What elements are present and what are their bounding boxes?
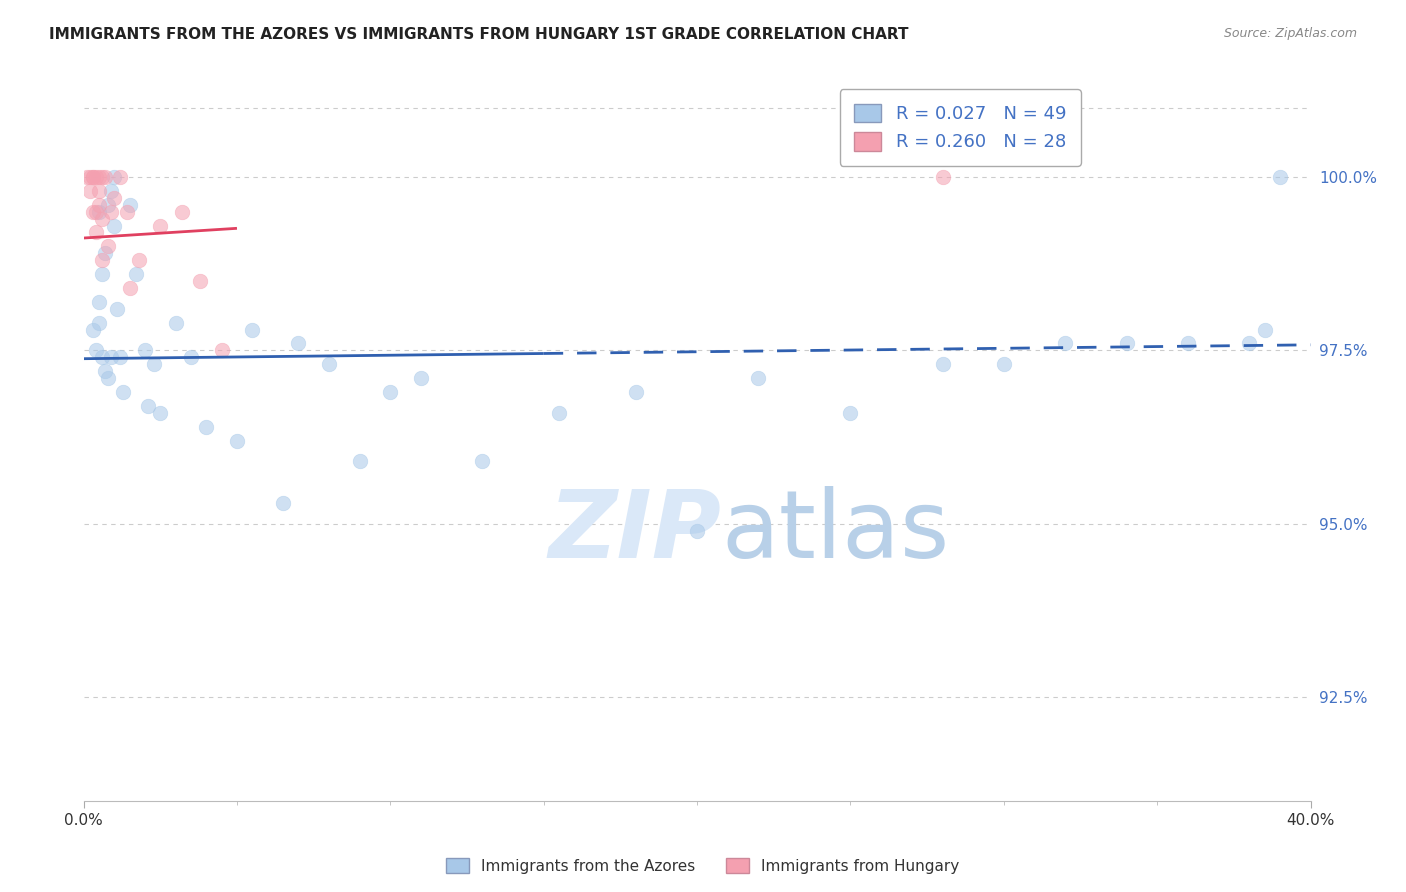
Point — [97, 371, 120, 385]
Point — [1054, 336, 1077, 351]
Point — [94, 364, 117, 378]
Point — [125, 267, 148, 281]
Legend: Immigrants from the Azores, Immigrants from Hungary: Immigrants from the Azores, Immigrants f… — [440, 852, 966, 880]
Point — [97, 239, 120, 253]
Point — [100, 204, 122, 219]
Point — [84, 343, 107, 358]
Point — [839, 406, 862, 420]
Point — [134, 343, 156, 358]
Point — [91, 169, 114, 184]
Point — [94, 169, 117, 184]
Point — [149, 219, 172, 233]
Point — [100, 351, 122, 365]
Point — [115, 204, 138, 219]
Point — [84, 169, 107, 184]
Point — [1268, 169, 1291, 184]
Point — [100, 184, 122, 198]
Point — [287, 336, 309, 351]
Point — [103, 169, 125, 184]
Point — [128, 253, 150, 268]
Point — [103, 219, 125, 233]
Point — [79, 184, 101, 198]
Point — [82, 204, 104, 219]
Text: IMMIGRANTS FROM THE AZORES VS IMMIGRANTS FROM HUNGARY 1ST GRADE CORRELATION CHAR: IMMIGRANTS FROM THE AZORES VS IMMIGRANTS… — [49, 27, 908, 42]
Point — [180, 351, 202, 365]
Point — [118, 281, 141, 295]
Point — [226, 434, 249, 448]
Point — [87, 169, 110, 184]
Point — [76, 169, 98, 184]
Point — [91, 267, 114, 281]
Point — [82, 322, 104, 336]
Point — [548, 406, 571, 420]
Text: ZIP: ZIP — [548, 486, 721, 578]
Point — [82, 169, 104, 184]
Point — [82, 169, 104, 184]
Point — [84, 226, 107, 240]
Text: Source: ZipAtlas.com: Source: ZipAtlas.com — [1223, 27, 1357, 40]
Point — [97, 198, 120, 212]
Point — [87, 198, 110, 212]
Point — [110, 351, 132, 365]
Point — [118, 198, 141, 212]
Point — [1253, 322, 1275, 336]
Point — [188, 274, 211, 288]
Point — [149, 406, 172, 420]
Point — [211, 343, 233, 358]
Point — [91, 351, 114, 365]
Point — [87, 184, 110, 198]
Point — [271, 496, 294, 510]
Point — [165, 316, 187, 330]
Point — [103, 191, 125, 205]
Point — [1239, 336, 1261, 351]
Point — [931, 357, 953, 371]
Point — [87, 204, 110, 219]
Point — [79, 169, 101, 184]
Point — [993, 357, 1015, 371]
Point — [931, 169, 953, 184]
Point — [105, 301, 128, 316]
Point — [110, 169, 132, 184]
Text: atlas: atlas — [721, 486, 950, 578]
Point — [318, 357, 340, 371]
Point — [112, 384, 135, 399]
Point — [170, 204, 193, 219]
Point — [1115, 336, 1137, 351]
Point — [686, 524, 709, 538]
Point — [1177, 336, 1199, 351]
Point — [143, 357, 166, 371]
Point — [91, 253, 114, 268]
Point — [624, 384, 647, 399]
Point — [195, 419, 218, 434]
Point — [91, 211, 114, 226]
Legend: R = 0.027   N = 49, R = 0.260   N = 28: R = 0.027 N = 49, R = 0.260 N = 28 — [839, 89, 1081, 166]
Point — [94, 246, 117, 260]
Point — [87, 316, 110, 330]
Point — [87, 294, 110, 309]
Point — [84, 204, 107, 219]
Point — [471, 454, 494, 468]
Point — [409, 371, 432, 385]
Point — [380, 384, 402, 399]
Point — [747, 371, 769, 385]
Point — [240, 322, 263, 336]
Point — [349, 454, 371, 468]
Point — [136, 399, 159, 413]
